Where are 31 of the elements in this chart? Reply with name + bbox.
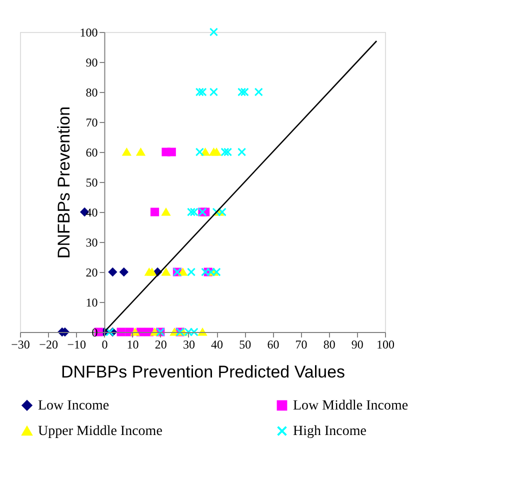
x-tick-label: 0 <box>102 338 108 352</box>
x-axis-title: DNFBPs Prevention Predicted Values <box>60 362 346 382</box>
y-tick-label: 50 <box>86 176 98 190</box>
y-tick-label: 80 <box>86 86 98 100</box>
y-tick-label: 10 <box>86 296 98 310</box>
y-axis-title: DNFBPs Prevention <box>54 106 74 259</box>
x-tick-label: 60 <box>267 338 280 352</box>
x-tick-label: −10 <box>67 338 86 352</box>
y-tick-label: 20 <box>86 266 98 280</box>
y-tick-label: 0 <box>92 326 98 340</box>
y-tick-label: 30 <box>86 236 98 250</box>
y-tick-label: 40 <box>86 206 98 220</box>
legend-label: Low Income <box>38 398 110 414</box>
legend-label: High Income <box>293 424 366 439</box>
x-tick-label: 70 <box>295 338 308 352</box>
y-tick-label: 90 <box>86 56 98 70</box>
x-tick-label: −30 <box>11 338 30 352</box>
legend-label: Upper Middle Income <box>38 424 162 439</box>
x-tick-label: 40 <box>211 338 224 352</box>
x-tick-label: 50 <box>239 338 252 352</box>
x-tick-label: 80 <box>323 338 336 352</box>
legend-label: Low Middle Income <box>293 398 408 414</box>
x-tick-label: 100 <box>376 338 394 352</box>
y-tick-label: 70 <box>86 116 98 130</box>
x-tick-label: 30 <box>182 338 195 352</box>
y-tick-label: 60 <box>86 146 98 160</box>
y-tick-label: 100 <box>80 26 98 40</box>
x-tick-label: −20 <box>39 338 58 352</box>
x-tick-label: 20 <box>154 338 167 352</box>
x-tick-label: 10 <box>126 338 139 352</box>
x-tick-label: 90 <box>351 338 364 352</box>
